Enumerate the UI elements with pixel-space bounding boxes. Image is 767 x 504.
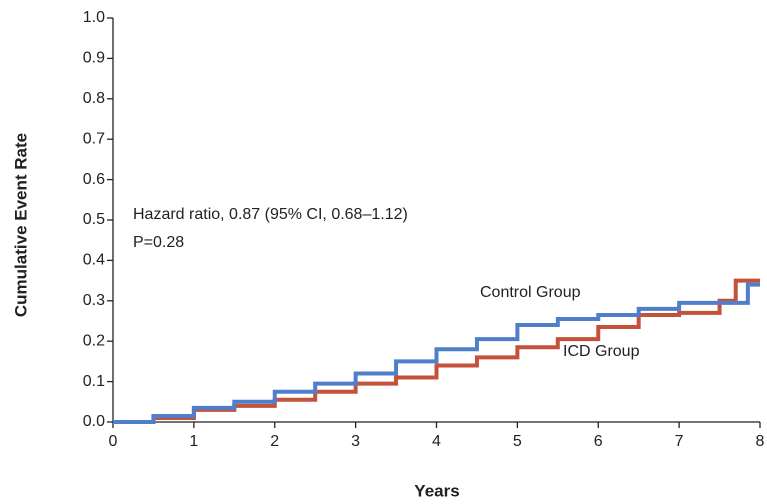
x-tick-label: 6 [594,433,603,450]
y-tick-label: 0.6 [83,171,105,188]
x-tick-label: 2 [270,433,279,450]
y-tick-label: 0.0 [83,413,105,430]
y-tick-label: 0.2 [83,332,105,349]
series-label: ICD Group [563,343,640,360]
y-tick-label: 0.7 [83,130,105,147]
y-tick-label: 0.3 [83,292,105,309]
y-tick-label: 0.5 [83,211,105,228]
y-tick-label: 0.4 [83,252,105,269]
x-tick-label: 8 [756,433,765,450]
y-tick-label: 0.8 [83,90,105,107]
y-axis-label: Cumulative Event Rate [11,133,30,317]
x-tick-label: 7 [675,433,684,450]
annotation: Hazard ratio, 0.87 (95% CI, 0.68–1.12) [133,206,408,223]
y-tick-label: 0.1 [83,373,105,390]
x-tick-label: 3 [351,433,360,450]
x-tick-label: 5 [513,433,522,450]
x-tick-label: 0 [109,433,118,450]
y-tick-label: 0.9 [83,50,105,67]
annotation: P=0.28 [133,234,184,251]
km-curve [113,282,760,424]
series-label: Control Group [480,284,581,301]
x-tick-label: 1 [189,433,198,450]
x-tick-label: 4 [432,433,441,450]
y-tick-label: 1.0 [83,9,105,26]
x-axis-label: Years [414,481,459,500]
